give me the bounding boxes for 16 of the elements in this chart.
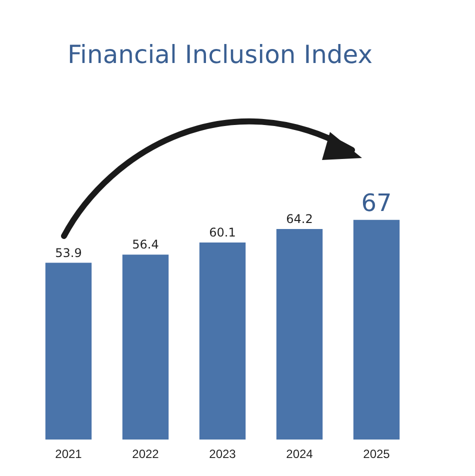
bar [122, 254, 169, 440]
bar [199, 242, 246, 440]
bar [276, 229, 323, 440]
data-label: 60.1 [209, 226, 236, 240]
x-tick-label: 2021 [55, 447, 82, 462]
x-tick-label: 2024 [286, 447, 314, 462]
data-label: 53.9 [55, 246, 82, 260]
bar [353, 220, 400, 440]
x-tick-label: 2025 [363, 447, 390, 462]
data-label: 64.2 [286, 212, 313, 226]
chart-title: Financial Inclusion Index [66, 40, 374, 69]
x-tick-label: 2023 [209, 447, 236, 462]
data-label: 56.4 [132, 238, 159, 252]
data-label: 67 [361, 189, 392, 218]
x-tick-label: 2022 [132, 447, 160, 462]
bar [45, 262, 92, 440]
